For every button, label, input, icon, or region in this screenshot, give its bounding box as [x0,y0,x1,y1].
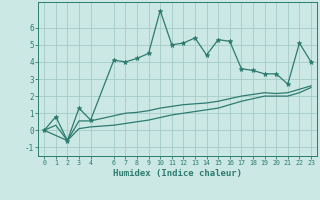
X-axis label: Humidex (Indice chaleur): Humidex (Indice chaleur) [113,169,242,178]
